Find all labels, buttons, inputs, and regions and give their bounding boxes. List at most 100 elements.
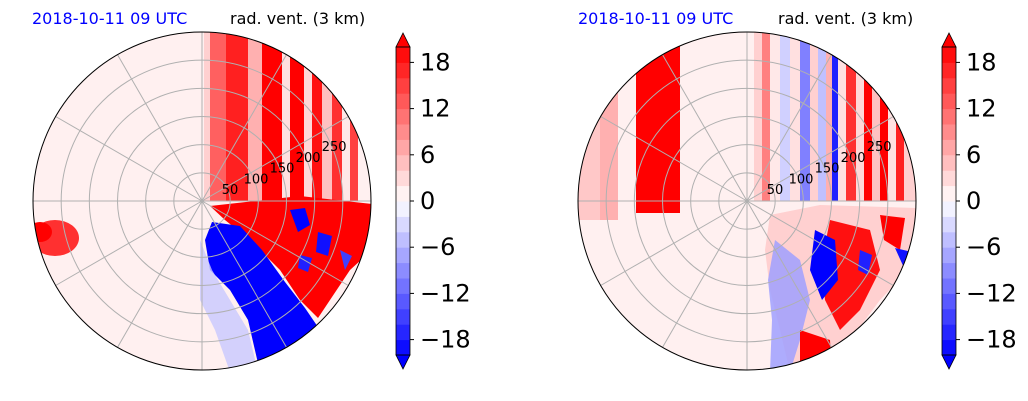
- field-negative-patch: [858, 250, 872, 275]
- radius-tick-label: 100: [789, 172, 814, 187]
- colorbar-level: [396, 231, 410, 248]
- panel-right-boundary: [577, 31, 917, 371]
- colorbar-extend-min: [395, 354, 411, 370]
- grid-ring: [173, 172, 231, 230]
- panel-right-colorbar-ticks: 18 12 6 0 −6 −12 −18: [956, 48, 1017, 354]
- field-stripe: [800, 32, 810, 201]
- field-negative-patch: [290, 208, 310, 232]
- colorbar-level: [396, 201, 410, 217]
- colorbar-level: [942, 185, 956, 202]
- field-negative-patch: [340, 250, 352, 270]
- colorbar-level: [942, 216, 956, 233]
- field-stripe: [304, 32, 312, 201]
- field-stripe: [864, 32, 872, 201]
- colorbar-extend-max: [941, 32, 957, 48]
- field-stripe: [904, 32, 916, 201]
- field-stripe: [832, 32, 838, 201]
- colorbar-level: [396, 339, 410, 356]
- panel-right-colorbar: [941, 32, 957, 370]
- grid-ring: [605, 59, 889, 343]
- field-stripe: [312, 32, 322, 201]
- colorbar-level: [942, 93, 956, 110]
- radius-tick-label: 150: [815, 162, 840, 177]
- colorbar-level: [396, 247, 410, 264]
- colorbar-level: [942, 293, 956, 310]
- colorbar-tick-label: −18: [420, 326, 471, 354]
- field-stripe: [888, 32, 896, 201]
- colorbar-tick-label: 18: [966, 48, 997, 76]
- colorbar-level: [942, 308, 956, 325]
- colorbar-level: [396, 170, 410, 187]
- colorbar-tick-label: 0: [420, 187, 435, 215]
- colorbar-tick-label: −18: [966, 326, 1017, 354]
- radius-tick-label: 200: [841, 151, 866, 166]
- field-stripe: [342, 32, 350, 201]
- colorbar-extend-max: [395, 32, 411, 48]
- colorbar-level: [396, 77, 410, 94]
- field-stripe: [226, 32, 248, 201]
- field-stripe: [896, 32, 904, 201]
- colorbar-tick-label: 6: [966, 141, 981, 169]
- field-stripe: [826, 32, 832, 201]
- grid-ring: [145, 144, 259, 258]
- colorbar-level: [942, 262, 956, 279]
- colorbar-level: [396, 262, 410, 279]
- colorbar-level: [396, 124, 410, 140]
- colorbar-level: [942, 108, 956, 125]
- colorbar-tick-label: −6: [966, 233, 1001, 261]
- panel-left: 2018-10-11 09 UTC rad. vent. (3 km): [32, 9, 471, 371]
- panel-left-boundary: [32, 31, 372, 371]
- field-stripe: [282, 32, 290, 201]
- radius-tick-label: 250: [867, 140, 892, 155]
- colorbar-level: [942, 124, 956, 140]
- radius-tick-label: 250: [322, 140, 347, 155]
- panel-left-colorbar: [395, 32, 411, 370]
- panel-right-date-title: 2018-10-11 09 UTC: [578, 9, 733, 28]
- field-stripe: [350, 32, 358, 201]
- colorbar-tick-label: 18: [420, 48, 451, 76]
- panel-right-grid: [578, 32, 916, 370]
- colorbar-level: [942, 201, 956, 217]
- colorbar-tick-label: −6: [420, 233, 455, 261]
- grid-ring: [662, 116, 832, 286]
- field-stripe: [872, 32, 880, 201]
- colorbar-tick-label: 6: [420, 141, 435, 169]
- colorbar-level: [396, 324, 410, 341]
- colorbar-level: [942, 278, 956, 294]
- field-light-negative: [200, 240, 258, 370]
- field-stripe: [248, 32, 262, 201]
- grid-ring: [60, 59, 344, 343]
- field-stripe: [780, 32, 790, 201]
- colorbar-level: [396, 185, 410, 202]
- colorbar-tick-label: 0: [966, 187, 981, 215]
- colorbar-extend-min: [941, 354, 957, 370]
- colorbar-level: [942, 170, 956, 187]
- field-stripe: [790, 32, 800, 201]
- colorbar-level: [396, 108, 410, 125]
- colorbar-level: [942, 247, 956, 264]
- panel-right-variable-title: rad. vent. (3 km): [778, 9, 913, 28]
- field-stripe: [846, 32, 856, 201]
- colorbar-level: [396, 93, 410, 110]
- colorbar-level: [396, 216, 410, 233]
- grid-ring: [718, 172, 776, 230]
- radius-tick-label: 50: [767, 183, 784, 198]
- colorbar-level: [396, 62, 410, 79]
- field-stripe: [770, 32, 780, 201]
- panel-left-variable-title: rad. vent. (3 km): [230, 9, 365, 28]
- field-stripe: [332, 32, 342, 201]
- colorbar-level: [396, 308, 410, 325]
- grid-ring: [690, 144, 804, 258]
- field-stripe: [810, 32, 818, 201]
- field-stripe: [210, 32, 226, 201]
- colorbar-tick-label: −12: [966, 279, 1017, 307]
- colorbar-tick-label: 12: [420, 95, 451, 123]
- colorbar-tick-label: −12: [420, 279, 471, 307]
- grid-ring: [88, 87, 316, 315]
- colorbar-level: [942, 47, 956, 63]
- field-stripe: [262, 32, 282, 201]
- radius-tick-label: 150: [270, 162, 295, 177]
